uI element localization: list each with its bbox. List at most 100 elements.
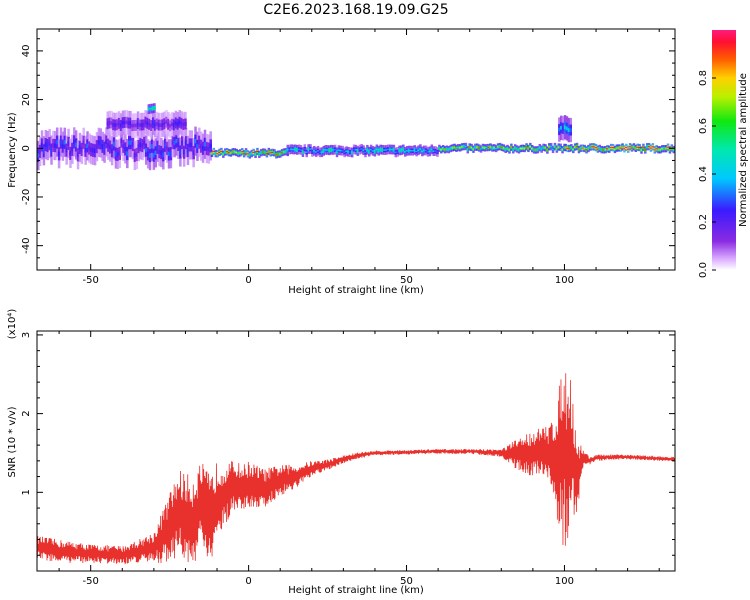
heatmap-cell-core — [254, 153, 257, 155]
heatmap-cell-core — [569, 128, 573, 132]
spectrogram-x-ticks: -50 0 50 100 — [58, 29, 660, 286]
heatmap-cell-core — [154, 150, 157, 156]
heatmap-cell-core — [292, 148, 295, 151]
heatmap-cell-core — [286, 148, 290, 151]
heatmap-cell-core — [328, 149, 331, 152]
heatmap-cell-core — [131, 142, 135, 147]
heatmap-cell-core — [273, 152, 276, 154]
heatmap-cell-core — [269, 152, 272, 154]
heatmap-cell-core — [74, 142, 78, 148]
heatmap-cell-core — [661, 148, 664, 150]
heatmap-cell-core — [129, 121, 132, 125]
heatmap-cell-core — [112, 141, 116, 147]
heatmap-cell-core — [110, 121, 113, 125]
heatmap-cell-core — [169, 123, 172, 128]
heatmap-cell-core — [88, 145, 91, 151]
heatmap-cell-core — [405, 150, 409, 152]
heatmap-cell-core — [515, 148, 519, 150]
heatmap-cell-core — [563, 146, 566, 148]
heatmap-cell-core — [617, 147, 621, 149]
heatmap-cell-core — [165, 146, 169, 151]
heatmap-cell-core — [82, 140, 85, 145]
heatmap-cell-core — [225, 151, 229, 153]
heatmap-cell-core — [453, 146, 456, 148]
heatmap-cell-core — [180, 121, 183, 126]
heatmap-cell-core — [95, 144, 99, 149]
heatmap-cell-core — [356, 150, 360, 152]
snr-panel: -50 0 50 100 1 2 3 Height of straight line (k… — [7, 309, 676, 596]
heatmap-cell-core — [40, 142, 44, 148]
heatmap-cell-core — [343, 151, 346, 154]
heatmap-cell-core — [449, 147, 452, 150]
heatmap-cell-core — [48, 141, 51, 146]
heatmap-cell-core — [494, 147, 498, 150]
heatmap-cell-core — [119, 123, 123, 128]
heatmap-cell-core — [364, 151, 367, 154]
heatmap-cell-core — [229, 152, 233, 154]
heatmap-cell-core — [375, 148, 379, 151]
heatmap-cell-core — [114, 151, 118, 157]
heatmap-cell-core — [116, 152, 120, 157]
heatmap-cell-core — [222, 153, 225, 155]
heatmap-cell-core — [278, 153, 282, 155]
heatmap-cell-core — [477, 147, 481, 149]
heatmap-cell-core — [421, 150, 424, 153]
heatmap-cell-core — [239, 152, 242, 154]
heatmap-cell-core — [530, 148, 534, 150]
x-tick-label: 50 — [400, 275, 413, 286]
heatmap-cell-core — [330, 148, 333, 151]
colorbar-tick-label: 0.6 — [698, 118, 709, 134]
heatmap-cell-core — [71, 147, 74, 152]
heatmap-cell-core — [647, 146, 651, 148]
heatmap-cell-core — [440, 149, 443, 151]
heatmap-cell-core — [470, 146, 473, 149]
heatmap-cell-core — [181, 140, 184, 145]
snr-frame — [36, 330, 676, 572]
heatmap-cell-core — [504, 148, 507, 150]
heatmap-cell-core — [135, 152, 139, 157]
heatmap-cell-core — [422, 149, 426, 152]
heatmap-cell-core — [309, 148, 312, 150]
heatmap-cell-core — [594, 147, 598, 149]
heatmap-cell-core — [349, 151, 352, 153]
heatmap-cell-core — [443, 149, 447, 151]
heatmap-cell-core — [261, 151, 265, 153]
heatmap-cell-core — [668, 149, 672, 151]
heatmap-cell-core — [162, 152, 165, 158]
heatmap-cell-core — [621, 146, 624, 148]
heatmap-cell-core — [666, 146, 670, 148]
colorbar: 0.0 0.2 0.4 0.6 0.8 Normalized spectral ampl… — [698, 30, 749, 278]
heatmap-cell-core — [485, 147, 488, 149]
heatmap-cell-core — [214, 153, 217, 155]
heatmap-cell-core — [150, 144, 154, 149]
heatmap-cell-core — [316, 150, 320, 152]
heatmap-cell-core — [184, 140, 188, 145]
heatmap-cell-core — [301, 151, 305, 153]
heatmap-cell-core — [282, 151, 286, 153]
heatmap-cell-core — [512, 149, 515, 151]
heatmap-cell-core — [120, 138, 123, 144]
heatmap-cell-core — [237, 152, 240, 155]
x-tick-label: -50 — [83, 275, 99, 286]
heatmap-cell-core — [275, 154, 278, 156]
heatmap-cell-core — [103, 146, 106, 151]
heatmap-cell-core — [563, 125, 567, 130]
heatmap-cell-core — [178, 120, 181, 125]
y-tick-label: 3 — [21, 332, 32, 338]
heatmap-cell-core — [167, 122, 170, 127]
heatmap-cell-core — [632, 146, 636, 148]
y-tick-label: 2 — [21, 410, 32, 416]
heatmap-cell-core — [567, 128, 571, 132]
heatmap-cell-core — [201, 146, 205, 151]
heatmap-cell-core — [549, 146, 553, 148]
heatmap-cell-core — [538, 147, 542, 149]
heatmap-cell-core — [493, 147, 496, 149]
spectrogram-x-label: Height of straight line (km) — [288, 285, 424, 296]
heatmap-cell-core — [540, 148, 543, 150]
heatmap-cell-core — [42, 148, 46, 153]
heatmap-cell-core — [476, 146, 479, 148]
heatmap-cell-core — [122, 144, 125, 149]
heatmap-cell-core — [218, 151, 221, 153]
heatmap-cell-core — [322, 150, 326, 152]
